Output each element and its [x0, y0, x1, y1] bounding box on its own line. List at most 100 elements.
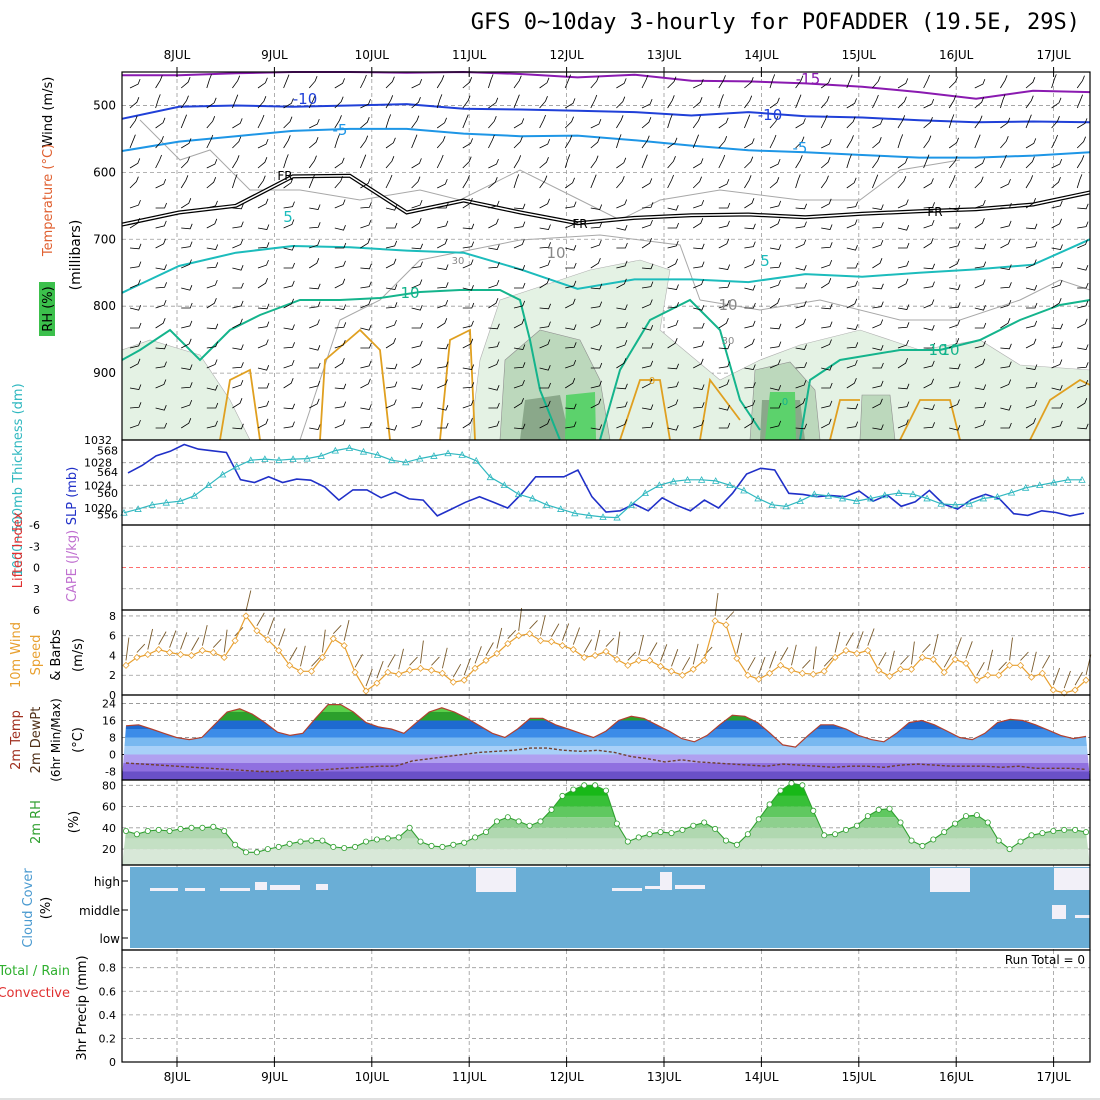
upper-wind-barb	[565, 298, 576, 309]
upper-wind-barb	[795, 265, 807, 271]
upper-wind-barb	[641, 202, 654, 209]
upper-wind-barb	[693, 419, 705, 429]
upper-wind-barb	[718, 318, 729, 329]
upper-wind-barb	[795, 423, 807, 430]
upper-wind-barb	[769, 385, 782, 391]
rh2m-marker	[242, 849, 249, 856]
upper-wind-barb	[411, 322, 423, 329]
upper-wind-barb	[769, 200, 782, 209]
upper-wind-barb	[436, 117, 447, 129]
upper-wind-barb	[283, 378, 294, 389]
rh2m-marker	[450, 841, 457, 848]
surface-wind-barb	[725, 611, 735, 621]
upper-wind-barb	[641, 378, 653, 389]
y-tick-label-precip: 0.6	[99, 985, 117, 998]
upper-wind-barb	[641, 117, 652, 129]
chart-marks	[120, 70, 1092, 948]
wind-speed-marker	[613, 655, 621, 663]
rh2m-marker	[723, 837, 730, 844]
wind-speed-marker	[406, 666, 414, 674]
upper-wind-barb	[360, 325, 372, 331]
upper-wind-barb	[744, 156, 754, 169]
series-thickness	[123, 447, 1082, 519]
upper-wind-barb	[257, 138, 269, 149]
upper-wind-barb	[283, 359, 295, 369]
rh2m-marker	[952, 820, 959, 827]
rh2m-marker	[875, 806, 882, 813]
upper-wind-barb	[129, 158, 141, 169]
upper-wind-barb	[590, 239, 602, 249]
upper-wind-barb	[437, 238, 448, 249]
rh2m-marker	[897, 819, 904, 826]
upper-wind-barb	[1077, 300, 1089, 309]
upper-wind-barb	[513, 379, 525, 389]
rh2m-marker	[221, 828, 228, 835]
upper-wind-barb	[1000, 264, 1012, 270]
y-tick-label-temp: 16	[102, 715, 116, 728]
surface-wind-barb	[878, 652, 887, 666]
thickness-marker	[951, 500, 959, 508]
isotherm-freezing-inner	[121, 174, 1091, 226]
thickness-marker	[796, 497, 804, 504]
upper-wind-barb	[462, 320, 474, 329]
upper-wind-barb	[565, 403, 577, 410]
surface-wind-barb	[256, 612, 265, 627]
upper-wind-barb	[821, 418, 832, 429]
ylabel-10m-wind: 10m Wind	[9, 622, 24, 688]
thickness-marker	[176, 497, 185, 504]
upper-wind-barb	[283, 298, 294, 309]
upper-wind-barb	[1051, 177, 1061, 189]
rh2m-marker	[155, 826, 162, 833]
upper-wind-barb	[923, 299, 935, 309]
upper-wind-barb	[206, 177, 217, 189]
thickness-marker	[430, 452, 438, 459]
upper-wind-barb	[411, 176, 421, 189]
upper-wind-barb	[693, 322, 705, 329]
upper-wind-barb	[1025, 77, 1036, 89]
upper-wind-barb	[181, 241, 193, 249]
upper-wind-barb	[129, 97, 140, 109]
upper-wind-barb	[641, 219, 653, 229]
surface-wind-barb	[529, 620, 538, 630]
surface-wind-barb	[300, 645, 306, 667]
wind-speed-marker	[798, 669, 806, 677]
upper-wind-barb	[693, 279, 704, 289]
upper-wind-barb	[334, 322, 347, 329]
upper-wind-barb	[360, 135, 369, 149]
rh2m-marker	[570, 786, 577, 793]
wind-speed-marker	[504, 640, 512, 648]
upper-wind-barb	[846, 98, 857, 109]
upper-wind-barb	[949, 284, 961, 290]
rh2m-marker	[755, 816, 762, 823]
y-tick-label: 600	[93, 165, 116, 179]
surface-wind-barb	[1063, 670, 1071, 689]
y-tick-label: 500	[93, 98, 116, 112]
page-title: GFS 0~10day 3-hourly for POFADDER (19.5E…	[470, 10, 1080, 35]
upper-wind-barb	[309, 239, 321, 249]
thickness-marker	[1078, 476, 1086, 483]
thickness-marker	[683, 476, 692, 483]
contour-label: 5	[283, 208, 293, 226]
rh2m-marker	[886, 805, 893, 812]
surface-wind-barb	[496, 627, 503, 649]
upper-wind-barb	[462, 259, 474, 269]
surface-wind-barb	[780, 647, 789, 661]
upper-wind-barb	[232, 136, 242, 149]
upper-wind-barb	[1000, 94, 1006, 109]
wind-speed-marker	[820, 667, 828, 675]
cloud-gap	[270, 885, 300, 890]
upper-wind-barb	[667, 114, 673, 129]
upper-wind-barb	[257, 198, 269, 209]
upper-wind-barb	[974, 158, 985, 169]
upper-wind-barb	[1051, 134, 1058, 149]
wind-speed-marker	[1016, 661, 1025, 669]
upper-wind-barb	[667, 222, 679, 229]
y-tick-label-rh: 40	[102, 822, 116, 835]
upper-wind-barb	[590, 94, 598, 109]
rh2m-marker	[352, 843, 359, 850]
rh2m-marker	[515, 818, 522, 825]
upper-wind-barb	[718, 405, 730, 411]
rh2m-marker	[973, 812, 980, 819]
upper-wind-barb	[334, 358, 345, 369]
upper-wind-barb	[155, 282, 167, 289]
